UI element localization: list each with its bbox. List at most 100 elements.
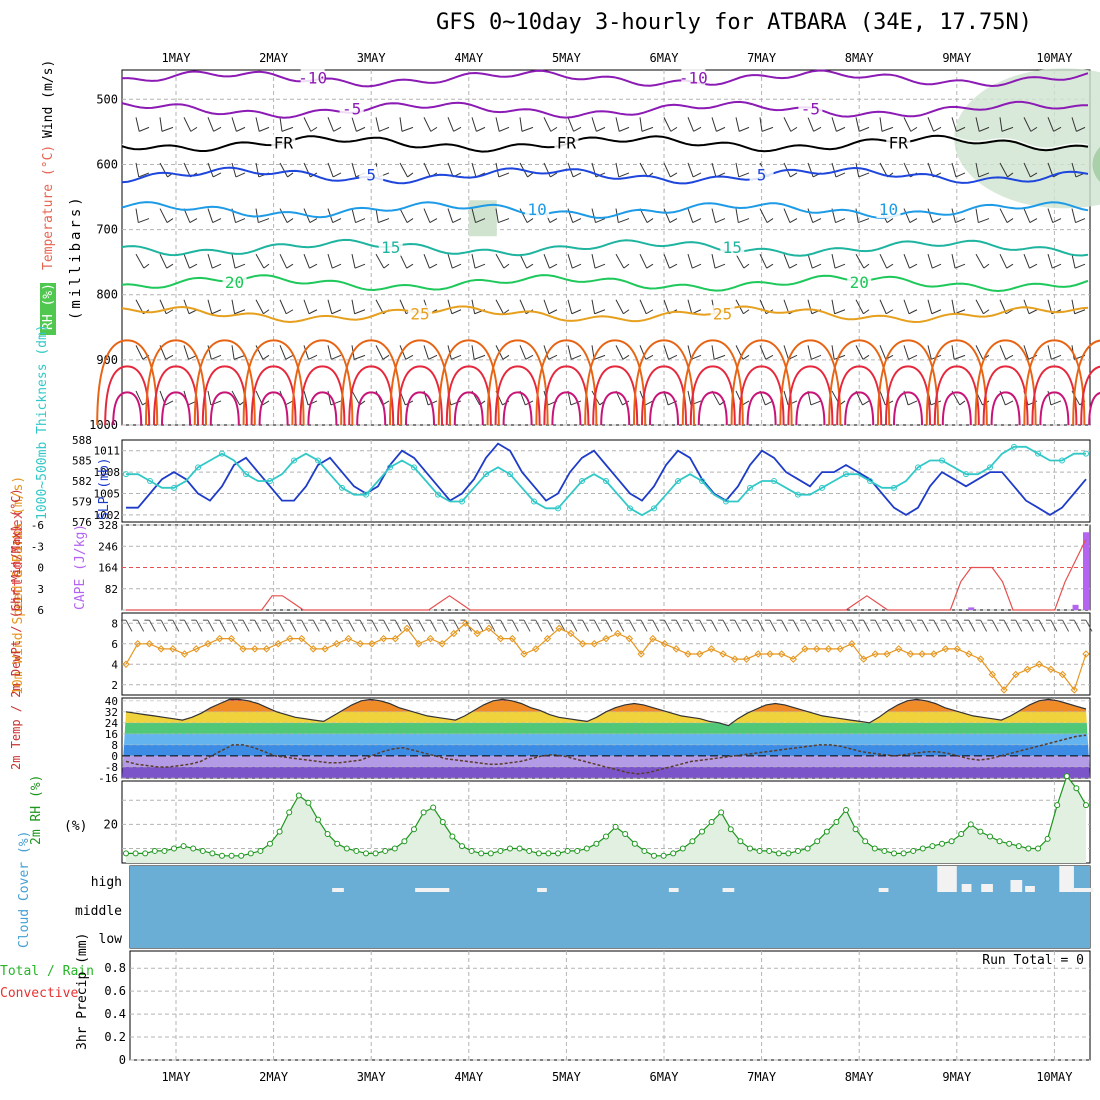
wind-speed-point [906, 650, 915, 658]
wind-barb [615, 345, 624, 360]
wind-speed-point [649, 634, 657, 643]
wind-barb-10m [1015, 619, 1023, 632]
precip-label: 3hr Precip (mm) [75, 933, 90, 1050]
rh-point [219, 852, 225, 859]
wind-barb [233, 354, 246, 360]
wind-barb [375, 253, 385, 269]
wind-barb [595, 218, 606, 224]
temp-ytick: -16 [98, 772, 118, 785]
isotherm-label: 25 [713, 304, 732, 323]
wind-barb [308, 354, 318, 360]
isotherm-label-bg [681, 69, 706, 87]
wind-barb [908, 309, 918, 315]
lifted-index-line [126, 538, 1087, 611]
wind-barb-10m [628, 619, 636, 632]
wind-barb-10m [148, 619, 156, 632]
thickness-point [651, 505, 657, 512]
wind-barb [327, 117, 335, 132]
wind-speed-point [625, 634, 634, 643]
temp-ylabel: 2m Temp / 2m DewPt / (6hr Min/Max) (°C) [9, 488, 23, 770]
rh-point [459, 843, 465, 850]
wind-barb [471, 117, 477, 132]
wind-barb [908, 354, 918, 360]
boundary-isotherm [1080, 365, 1100, 426]
rh-point [612, 823, 619, 830]
thickness-point [723, 498, 729, 505]
wind-barb-10m [582, 619, 590, 632]
wind-barb [907, 400, 918, 406]
bottom-date-label: 9MAY [942, 1070, 972, 1084]
wind-barb [903, 345, 910, 360]
wind-barb [543, 253, 550, 269]
bottom-date-label: 5MAY [552, 1070, 582, 1084]
wind-barb-10m [710, 619, 718, 632]
wind-speed-point [356, 640, 364, 648]
rh-point [363, 850, 369, 857]
isotherm-label: 5 [366, 166, 376, 185]
wind-barb [594, 309, 606, 315]
rh-point [1083, 802, 1089, 809]
wind-barb [213, 126, 222, 132]
wind-barb [526, 218, 534, 223]
wind-speed-point [813, 645, 821, 653]
wind-barb [429, 218, 438, 223]
thickness-point [795, 491, 801, 498]
wind-barb [691, 354, 702, 360]
wind-barb [687, 162, 694, 178]
rh-point [238, 852, 245, 859]
boundary-isotherm [356, 391, 387, 426]
wind-barb [379, 126, 390, 132]
wind-speed-point [660, 640, 669, 648]
wind-barb [743, 309, 750, 315]
wind-barb-10m [324, 619, 332, 632]
wind-barb [862, 354, 870, 360]
thickness-point [555, 505, 561, 512]
wind-speed-point [777, 650, 786, 658]
wind-barb [807, 345, 812, 360]
wind-barb [351, 299, 356, 314]
wind-barb [1052, 263, 1062, 269]
wind-barb-10m [945, 619, 952, 632]
wind-ytick: 2 [111, 679, 118, 692]
wind-barb [978, 218, 990, 224]
wind-ytick: 8 [111, 617, 118, 630]
boundary-isotherm [405, 391, 435, 426]
wind-barb-10m [266, 619, 273, 632]
wind-barb-10m [277, 619, 285, 632]
wind-barb [623, 309, 630, 315]
top-date-label: 5MAY [552, 51, 582, 65]
wind-barb [789, 263, 798, 269]
boundary-isotherm [941, 391, 972, 426]
wind-barb-10m [781, 619, 789, 632]
wind-barb-10m [359, 619, 367, 632]
boundary-isotherm [925, 339, 988, 426]
thickness-point [219, 450, 225, 457]
wind-barb-10m [242, 619, 250, 632]
wind-barb [423, 117, 432, 132]
wind-barb [759, 345, 767, 360]
isotherm-label: 20 [850, 273, 869, 292]
wind-barb-10m [476, 619, 484, 632]
wind-barb [378, 218, 390, 224]
isotherm-label-bg [554, 134, 579, 152]
wind-barb [471, 299, 476, 314]
wind-barb [567, 299, 573, 314]
wind-barb-10m [558, 619, 566, 632]
wind-barb [303, 390, 309, 406]
wind-barb [423, 345, 430, 360]
wind-speed-point [239, 645, 247, 653]
chart-title: GFS 0~10day 3-hourly for ATBARA (34E, 17… [436, 10, 1033, 35]
wind-barb [165, 400, 174, 406]
wind-barb [813, 126, 822, 132]
wind-barb [1075, 218, 1086, 224]
wind-barb-10m [347, 619, 355, 632]
rh-point [1015, 843, 1022, 850]
thickness-point [507, 471, 513, 478]
rh-point [891, 850, 897, 857]
boundary-isotherm [746, 391, 777, 426]
wind-barb [855, 253, 865, 269]
rh-point [171, 845, 177, 852]
rh-point [843, 806, 849, 813]
wind-barb [855, 299, 864, 314]
boundary-isotherm [1088, 391, 1100, 426]
